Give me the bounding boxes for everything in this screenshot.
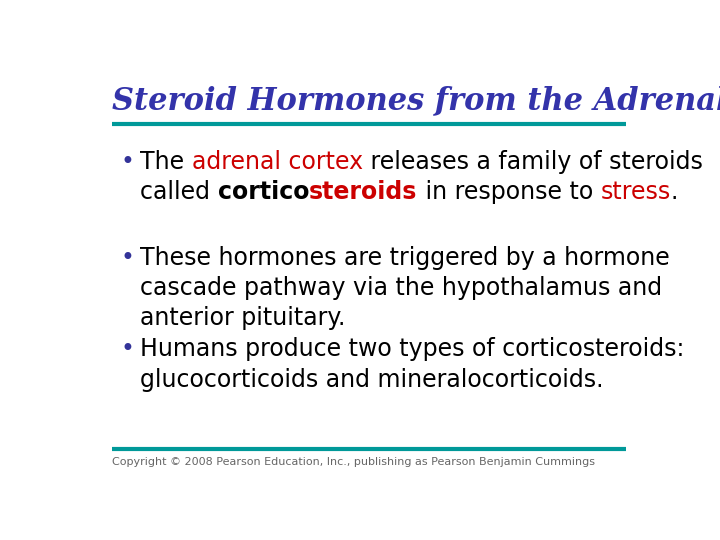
- Text: in response to: in response to: [418, 180, 600, 205]
- Text: These hormones are triggered by a hormone: These hormones are triggered by a hormon…: [140, 246, 670, 269]
- Text: .: .: [670, 180, 678, 205]
- Text: called: called: [140, 180, 217, 205]
- Text: •: •: [121, 246, 135, 269]
- Text: The: The: [140, 150, 192, 174]
- Text: cortico: cortico: [217, 180, 309, 205]
- Text: Humans produce two types of corticosteroids:: Humans produce two types of corticostero…: [140, 337, 685, 361]
- Text: glucocorticoids and mineralocorticoids.: glucocorticoids and mineralocorticoids.: [140, 368, 603, 392]
- Text: Steroid Hormones from the Adrenal Cortex: Steroid Hormones from the Adrenal Cortex: [112, 85, 720, 117]
- Text: anterior pituitary.: anterior pituitary.: [140, 306, 346, 330]
- Text: •: •: [121, 337, 135, 361]
- Text: •: •: [121, 150, 135, 174]
- Text: Copyright © 2008 Pearson Education, Inc., publishing as Pearson Benjamin Cumming: Copyright © 2008 Pearson Education, Inc.…: [112, 457, 595, 467]
- Text: stress: stress: [600, 180, 670, 205]
- Text: steroids: steroids: [309, 180, 418, 205]
- Text: cascade pathway via the hypothalamus and: cascade pathway via the hypothalamus and: [140, 276, 662, 300]
- Text: releases a family of steroids: releases a family of steroids: [363, 150, 703, 174]
- Text: adrenal cortex: adrenal cortex: [192, 150, 363, 174]
